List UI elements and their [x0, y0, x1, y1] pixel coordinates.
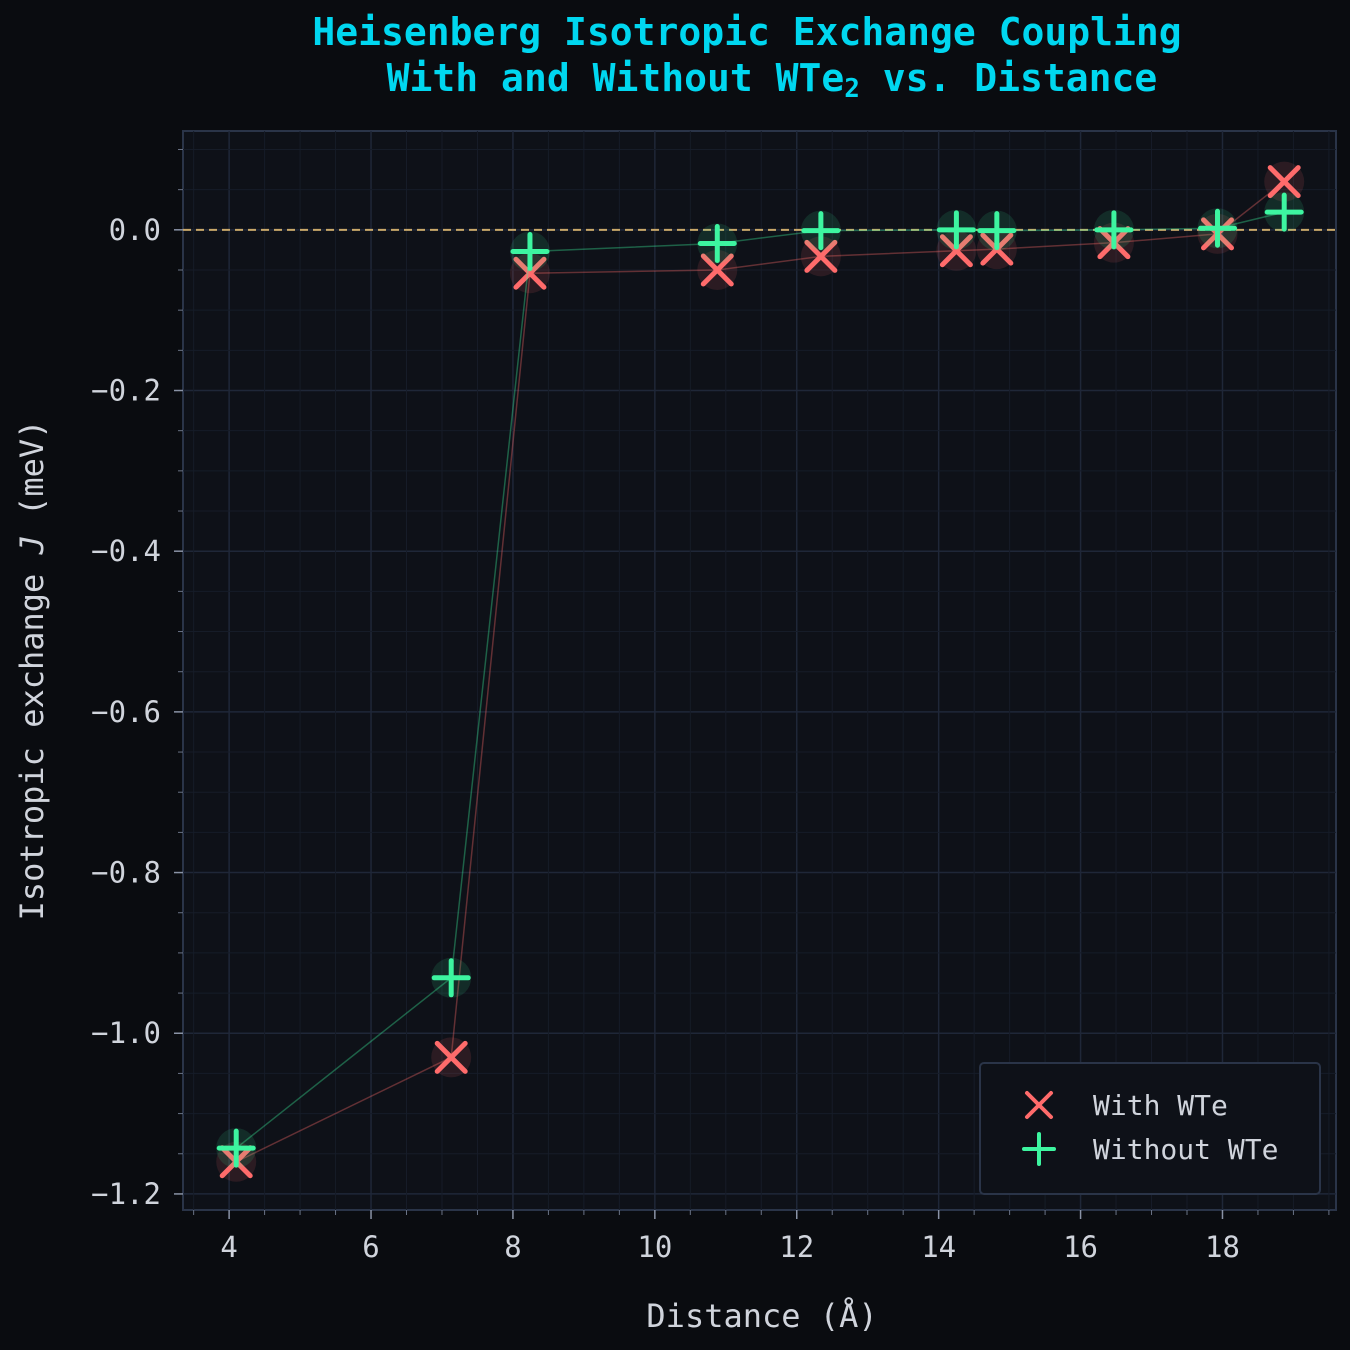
data-point — [1264, 192, 1305, 233]
data-point — [1197, 208, 1238, 249]
legend-box — [979, 1062, 1321, 1195]
series-line — [235, 181, 1285, 1163]
data-point — [509, 253, 550, 294]
data-point — [697, 249, 738, 290]
data-point — [800, 236, 841, 277]
legend-marker-without-wte — [1022, 1132, 1056, 1166]
x-tick-label: 12 — [779, 1230, 814, 1264]
data-point — [1093, 209, 1134, 250]
title-subscript: 2 — [844, 74, 860, 104]
series-line — [235, 211, 1285, 1149]
legend-marker-with-wte — [1025, 1091, 1053, 1119]
legend: With WTe Without WTe — [979, 1062, 1321, 1195]
data-point — [431, 957, 472, 998]
data-point — [216, 1128, 257, 1169]
data-point — [509, 231, 550, 272]
y-tick-label: −0.2 — [91, 374, 161, 408]
x-tick-label: 8 — [504, 1230, 521, 1264]
chart-title-line2: With and Without WTe2 vs. Distance — [387, 56, 1158, 104]
series-without-wte — [216, 192, 1305, 1169]
x-tick-label: 6 — [362, 1230, 379, 1264]
x-tick-label: 4 — [220, 1230, 237, 1264]
y-tick-label: 0.0 — [109, 213, 161, 247]
data-point — [936, 230, 977, 271]
grid — [183, 131, 1336, 1210]
legend-label-with-wte: With WTe — [1093, 1089, 1228, 1122]
x-tick-label: 18 — [1205, 1230, 1240, 1264]
data-point — [697, 223, 738, 264]
data-point — [800, 210, 841, 251]
legend-label-without-wte: Without WTe — [1093, 1133, 1278, 1166]
x-tick-label: 10 — [637, 1230, 672, 1264]
y-tick-label: −0.8 — [91, 856, 161, 890]
x-tick-label: 16 — [1063, 1230, 1098, 1264]
data-point — [936, 209, 977, 250]
y-tick-label: −1.0 — [91, 1016, 161, 1050]
plot-area — [182, 130, 1337, 1211]
y-tick-label: −1.2 — [91, 1177, 161, 1211]
data-point — [431, 1037, 472, 1078]
chart-title-line1: Heisenberg Isotropic Exchange Coupling — [312, 10, 1181, 54]
y-tick-label: −0.4 — [91, 534, 161, 568]
series — [216, 161, 1305, 1182]
y-axis-label: Isotropic exchange J (meV) — [13, 420, 51, 921]
y-tick-label: −0.6 — [91, 695, 161, 729]
data-point — [976, 210, 1017, 251]
data-point — [1264, 161, 1305, 202]
x-tick-label: 14 — [921, 1230, 956, 1264]
x-axis-label: Distance (Å) — [646, 1297, 877, 1335]
axes: 4 6 8 10 12 14 16 18 0.0 −0.2 −0.4 −0.6 −0.8 −1.0 −1.2 — [91, 148, 1330, 1264]
